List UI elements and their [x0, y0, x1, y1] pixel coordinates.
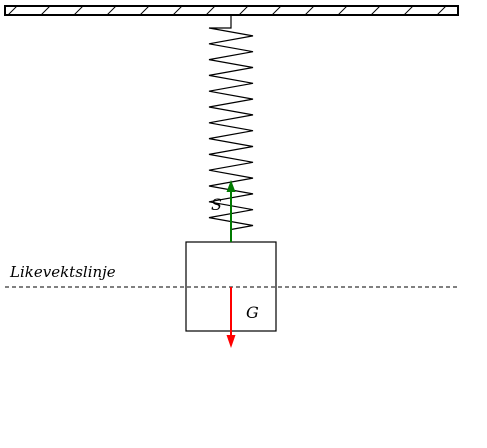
gravity-force-label: G	[246, 303, 259, 322]
gravity-force-arrow	[226, 287, 236, 348]
ceiling-icon	[4, 5, 459, 16]
spring-force-label: S	[211, 195, 222, 214]
spring-icon	[208, 15, 254, 231]
spring-force-arrow	[226, 180, 236, 242]
equilibrium-line-label: Likevektslinje	[9, 263, 116, 281]
